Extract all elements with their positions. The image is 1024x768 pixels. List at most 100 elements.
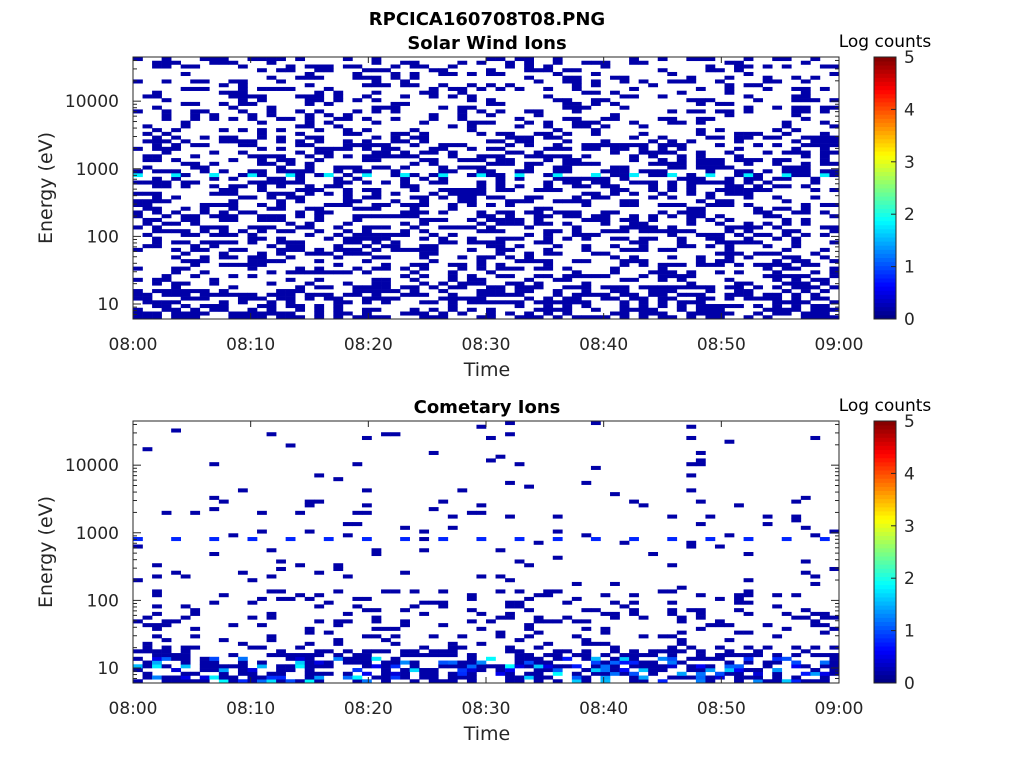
heatmap-cell (772, 274, 783, 279)
heatmap-cell (743, 169, 754, 174)
heatmap-cell (381, 154, 391, 159)
heatmap-cell (505, 664, 515, 669)
heatmap-cell (266, 281, 277, 286)
heatmap-cell (142, 311, 153, 316)
heatmap-cell (705, 304, 716, 309)
heatmap-cell (800, 143, 811, 148)
heatmap-cell (600, 292, 611, 297)
heatmap-cell (705, 537, 716, 542)
heatmap-cell (285, 255, 296, 260)
heatmap-cell (333, 225, 344, 230)
heatmap-cell (152, 143, 162, 148)
heatmap-cell (657, 161, 668, 166)
heatmap-cell (314, 679, 325, 684)
heatmap-cell (505, 600, 515, 605)
heatmap-cell (619, 285, 630, 290)
heatmap-cell (705, 165, 716, 170)
heatmap-cell (352, 98, 363, 103)
heatmap-cell (810, 315, 821, 320)
heatmap-cell (466, 128, 477, 133)
heatmap-cell (714, 315, 725, 320)
colorbar-step (874, 633, 896, 639)
heatmap-cell (400, 150, 410, 155)
heatmap-cell (819, 64, 830, 69)
heatmap-cell (428, 671, 439, 676)
heatmap-cell (257, 146, 267, 151)
heatmap-cell (638, 660, 649, 665)
heatmap-cell (228, 262, 239, 267)
heatmap-cell (505, 274, 515, 279)
heatmap-cell (762, 679, 773, 684)
heatmap-cell (724, 668, 735, 673)
colorbar-step (874, 147, 896, 152)
heatmap-cell (629, 120, 639, 125)
heatmap-cell (400, 649, 410, 654)
heatmap-cell (753, 675, 763, 680)
heatmap-cell (638, 675, 649, 680)
heatmap-cell (610, 311, 620, 316)
heatmap-cell (695, 450, 706, 455)
heatmap-cell (419, 675, 430, 680)
heatmap-cell (667, 270, 678, 275)
heatmap-cell (142, 244, 153, 249)
heatmap-cell (190, 217, 201, 222)
heatmap-cell (590, 217, 601, 222)
heatmap-cell (276, 589, 286, 594)
heatmap-cell (705, 158, 716, 163)
colorbar-step (874, 646, 896, 651)
heatmap-cell (304, 161, 315, 166)
heatmap-cell (791, 593, 802, 598)
colorbar-step (874, 568, 896, 573)
heatmap-cell (829, 566, 840, 572)
heatmap-cell (237, 128, 248, 133)
heatmap-cell (667, 120, 678, 125)
heatmap-cell (562, 131, 573, 136)
heatmap-cell (190, 259, 201, 264)
heatmap-cell (381, 68, 391, 73)
heatmap-cell (772, 307, 783, 312)
heatmap-cell (199, 292, 210, 297)
heatmap-cell (409, 135, 420, 140)
heatmap-cell (228, 202, 239, 208)
heatmap-cell (543, 180, 554, 185)
heatmap-cell (648, 169, 659, 174)
heatmap-cell (209, 277, 220, 282)
heatmap-cell (199, 656, 210, 661)
heatmap-cell (323, 660, 334, 665)
heatmap-cell (257, 251, 267, 256)
heatmap-cell (152, 206, 162, 211)
heatmap-cell (686, 274, 697, 279)
heatmap-cell (171, 300, 181, 305)
heatmap-cell (676, 210, 687, 215)
heatmap-cell (610, 173, 620, 178)
heatmap-cell (772, 634, 783, 639)
heatmap-cell (285, 656, 296, 661)
heatmap-cell (285, 161, 296, 166)
heatmap-cell (228, 139, 239, 144)
heatmap-cell (400, 653, 410, 658)
heatmap-cell (705, 135, 716, 140)
heatmap-cell (218, 251, 229, 256)
heatmap-cell (400, 266, 410, 271)
heatmap-cell (209, 495, 220, 500)
heatmap-cell (295, 656, 306, 661)
heatmap-cell (734, 630, 744, 635)
heatmap-cell (676, 285, 687, 290)
heatmap-cell (371, 266, 382, 271)
heatmap-cell (152, 225, 162, 230)
heatmap-cell (800, 135, 811, 140)
heatmap-cell (667, 247, 678, 252)
heatmap-cell (657, 135, 668, 140)
heatmap-cell (447, 262, 458, 267)
heatmap-cell (457, 158, 468, 163)
heatmap-cell (352, 199, 363, 204)
heatmap-cell (581, 105, 592, 110)
heatmap-cell (371, 675, 382, 680)
heatmap-cell (533, 240, 544, 245)
heatmap-cell (753, 232, 763, 237)
y-axis-label: Energy (eV) (35, 132, 57, 244)
heatmap-cell (371, 154, 382, 159)
heatmap-cell (495, 548, 506, 553)
heatmap-cell (333, 176, 344, 181)
heatmap-cell (705, 169, 716, 174)
